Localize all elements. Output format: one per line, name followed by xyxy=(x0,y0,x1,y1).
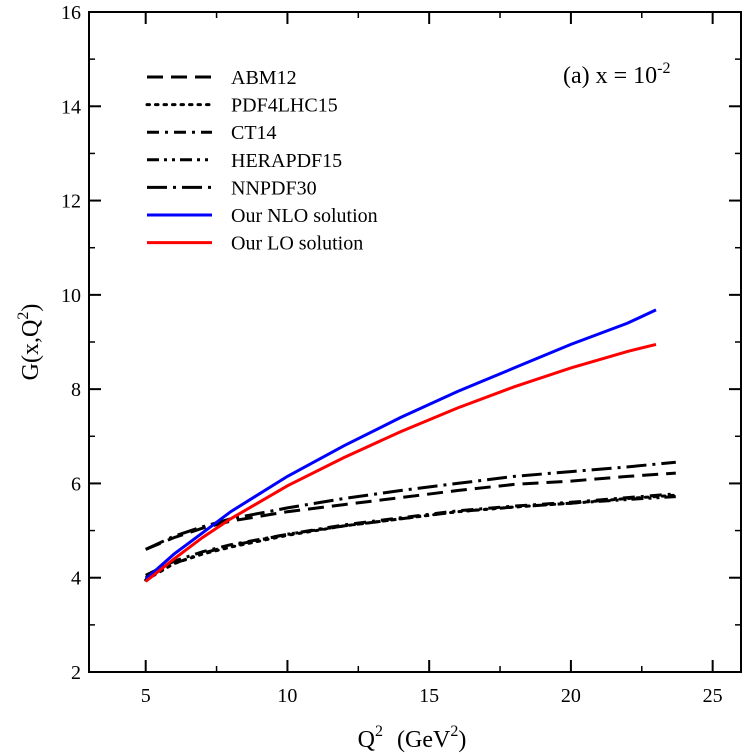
series-line-ct14 xyxy=(145,492,676,577)
series-line-our-lo-solution xyxy=(144,342,657,583)
legend-label: Our NLO solution xyxy=(231,205,378,227)
legend-label: Our LO solution xyxy=(231,233,363,255)
legend-label: CT14 xyxy=(231,122,277,144)
x-axis-title: Q2 (GeV2) xyxy=(358,723,467,753)
y-tick-label: 12 xyxy=(61,191,81,213)
series-layer xyxy=(144,308,678,583)
legend-label: ABM12 xyxy=(231,67,297,89)
x-tick-label: 10 xyxy=(277,685,297,707)
y-tick-label: 6 xyxy=(71,473,81,495)
y-tick-label: 14 xyxy=(61,96,81,118)
legend-label: PDF4LHC15 xyxy=(231,95,338,117)
y-tick-label: 8 xyxy=(71,379,81,401)
y-axis-title-sup: 2 xyxy=(15,312,32,320)
y-tick-label: 2 xyxy=(71,662,81,684)
x-axis-title-sup: 2 xyxy=(375,723,383,740)
x-tick-label: 15 xyxy=(419,685,439,707)
plot-frame xyxy=(88,11,742,673)
y-tick-label: 10 xyxy=(61,285,81,307)
x-tick-label: 20 xyxy=(561,685,581,707)
series-line-herapdf15 xyxy=(145,495,676,580)
panel-annotation-exponent: -2 xyxy=(657,60,670,77)
x-axis-title-unit-open: (GeV xyxy=(397,727,451,753)
y-tick-label: 16 xyxy=(61,2,81,24)
x-axis-title-unit-close: ) xyxy=(458,727,466,753)
legend-label: HERAPDF15 xyxy=(231,150,342,172)
series-line-pdf4lhc15 xyxy=(144,493,678,582)
x-tick-label: 5 xyxy=(141,685,151,707)
y-tick-label: 4 xyxy=(71,568,81,590)
series-line-abm12 xyxy=(145,471,676,551)
y-axis-title-suffix: ) xyxy=(18,304,44,312)
panel-annotation: (a) x = 10-2 xyxy=(563,60,671,89)
series-line-nnpdf30 xyxy=(145,460,676,551)
tick-layer: 5 10 15 20 25 2 4 6 8 10 12 14 16 xyxy=(61,2,741,707)
legend: ABM12 PDF4LHC15 CT14 HERAPDF15 NNPDF30 Our NL… xyxy=(145,67,378,255)
series-line-our-nlo-solution xyxy=(144,308,657,581)
x-axis-title-unit-sup: 2 xyxy=(450,723,458,740)
panel-annotation-text: (a) x = 10 xyxy=(563,63,657,89)
y-axis-title-prefix: G(x,Q xyxy=(18,320,44,381)
legend-label: NNPDF30 xyxy=(231,177,317,199)
y-axis-title: G(x,Q2) xyxy=(15,304,44,381)
x-tick-label: 25 xyxy=(703,685,723,707)
x-axis-title-base: Q xyxy=(358,727,375,753)
